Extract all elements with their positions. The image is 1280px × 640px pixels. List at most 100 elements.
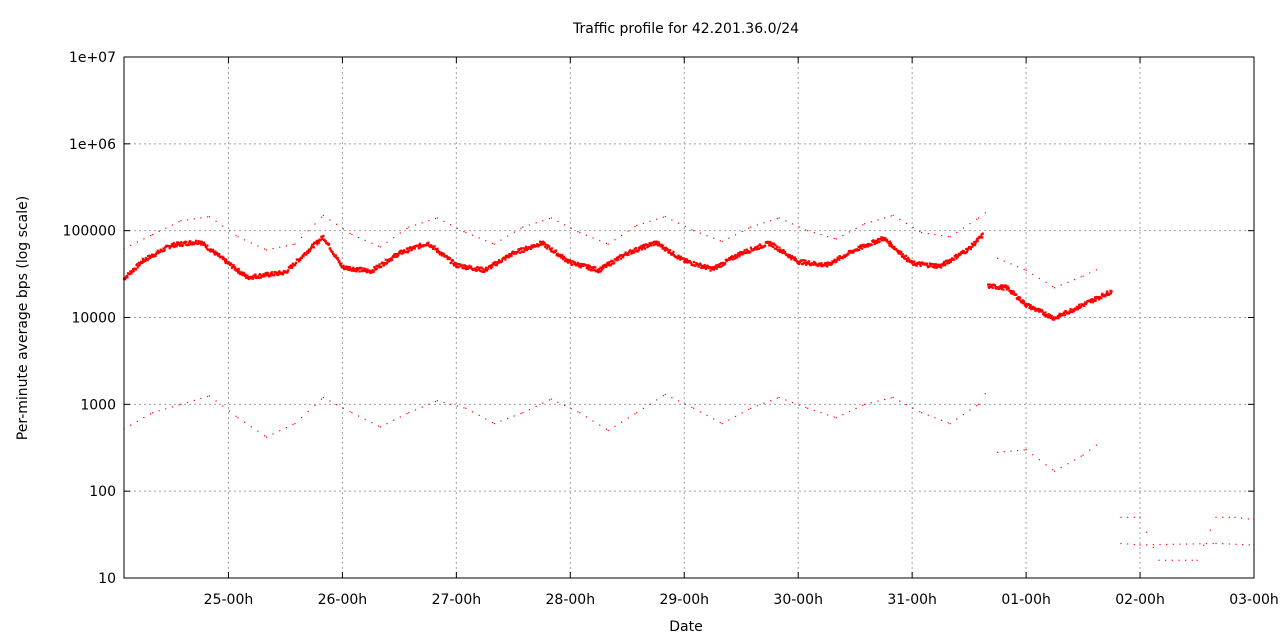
data-point	[781, 251, 784, 255]
data-point	[490, 264, 493, 267]
data-point	[202, 243, 205, 246]
data-point	[956, 418, 958, 420]
data-point	[178, 221, 180, 223]
data-point	[353, 269, 356, 273]
data-point	[705, 266, 708, 269]
data-point	[619, 257, 623, 260]
data-point	[331, 251, 334, 254]
data-point	[929, 264, 932, 267]
data-point	[1222, 543, 1224, 545]
data-point	[572, 260, 575, 264]
data-point	[238, 270, 241, 273]
data-point	[791, 223, 794, 225]
data-point	[1032, 306, 1035, 309]
data-point	[933, 264, 937, 267]
data-point	[636, 412, 638, 414]
data-point	[504, 258, 507, 261]
data-point	[130, 244, 132, 247]
data-point	[541, 240, 545, 243]
data-point	[240, 271, 243, 274]
data-point	[1018, 298, 1021, 302]
data-point	[786, 254, 790, 257]
data-point	[349, 232, 351, 234]
data-point	[564, 224, 566, 226]
data-point	[441, 254, 444, 257]
data-point	[306, 250, 309, 253]
data-point	[298, 260, 301, 263]
data-point	[291, 266, 294, 269]
data-point	[288, 265, 292, 268]
data-point	[199, 241, 202, 244]
data-point	[482, 270, 485, 273]
data-point	[500, 420, 502, 422]
data-point	[521, 250, 525, 253]
data-point	[807, 230, 809, 232]
data-point	[241, 273, 244, 276]
data-point	[813, 260, 816, 263]
data-point	[828, 263, 831, 266]
data-point	[264, 273, 267, 276]
data-point	[222, 225, 224, 227]
data-point	[156, 251, 159, 254]
data-point	[202, 241, 206, 244]
data-point	[712, 268, 715, 271]
data-point	[778, 250, 782, 254]
data-point	[570, 408, 572, 410]
data-point	[1092, 298, 1096, 301]
data-point	[463, 267, 466, 270]
data-point	[244, 273, 247, 276]
data-point	[833, 237, 835, 240]
data-point	[1084, 301, 1087, 304]
data-point	[565, 260, 568, 263]
data-point	[593, 269, 596, 272]
data-point	[545, 247, 549, 250]
data-point	[357, 236, 360, 239]
data-point	[600, 266, 603, 269]
data-point	[408, 412, 410, 414]
data-point	[777, 249, 780, 252]
data-point	[666, 248, 669, 251]
data-point	[171, 406, 174, 408]
data-point	[997, 451, 999, 453]
data-point	[290, 264, 293, 267]
data-point	[997, 257, 999, 259]
data-point	[136, 420, 138, 423]
data-point	[368, 269, 371, 272]
data-point	[371, 242, 373, 244]
data-point	[835, 258, 839, 262]
data-point	[314, 404, 316, 406]
data-point	[184, 240, 187, 243]
data-point	[606, 261, 609, 265]
data-point	[1080, 455, 1082, 457]
data-point	[1009, 290, 1012, 293]
data-point	[334, 255, 337, 258]
data-point	[969, 246, 972, 249]
data-point	[393, 419, 395, 421]
data-point	[351, 412, 353, 414]
data-point	[1105, 292, 1108, 295]
data-point	[917, 262, 920, 265]
x-tick-label: 31-00h	[887, 592, 937, 608]
x-tick-label: 26-00h	[318, 592, 368, 608]
data-point	[233, 265, 236, 268]
data-point	[1083, 302, 1086, 305]
data-point	[222, 405, 224, 407]
data-point	[339, 262, 343, 265]
data-point	[493, 262, 496, 265]
data-point	[809, 264, 812, 267]
data-point	[750, 226, 752, 228]
data-point	[1072, 308, 1075, 311]
data-point	[475, 268, 478, 272]
data-point	[445, 254, 448, 258]
data-point	[393, 253, 396, 256]
data-point	[596, 268, 599, 272]
data-point	[1185, 559, 1187, 561]
data-point	[489, 264, 492, 268]
data-point	[657, 241, 660, 244]
data-point	[277, 271, 280, 274]
data-point	[709, 266, 713, 269]
data-point	[454, 264, 457, 267]
data-point	[1139, 544, 1141, 546]
data-point	[692, 260, 696, 264]
data-point	[801, 263, 804, 266]
